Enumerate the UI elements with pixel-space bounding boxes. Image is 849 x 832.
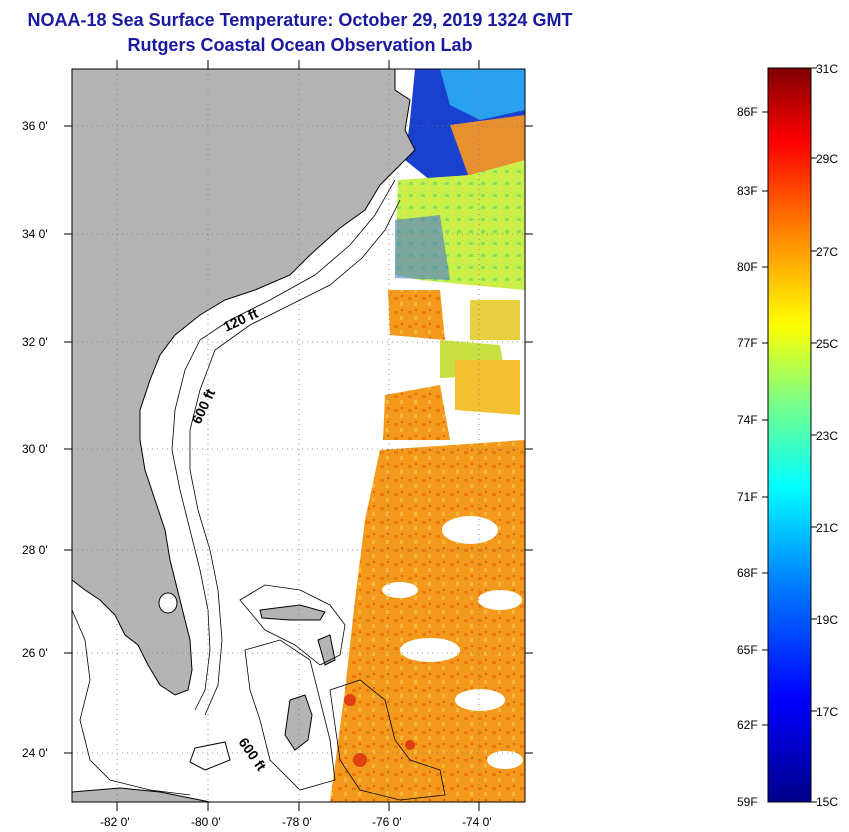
bathymetry-contours (72, 179, 446, 801)
f-label: 65F (737, 643, 758, 657)
temperature-colorbar (767, 67, 812, 803)
f-label: 86F (737, 105, 758, 119)
c-label: 25C (816, 337, 838, 351)
land (72, 69, 416, 802)
f-label: 71F (737, 490, 758, 504)
f-label: 59F (737, 795, 758, 809)
lat-label: 24 0' (22, 746, 48, 760)
f-label: 68F (737, 566, 758, 580)
lon-label: -76 0' (372, 815, 402, 829)
colorbar-celsius-labels: 31C 29C 27C 25C 23C 21C 19C 17C 15C (816, 62, 838, 809)
c-label: 17C (816, 705, 838, 719)
lon-label: -80 0' (191, 815, 221, 829)
map-title: NOAA-18 Sea Surface Temperature: October… (27, 10, 573, 30)
c-label: 29C (816, 152, 838, 166)
longitude-labels: -82 0' -80 0' -78 0' -76 0' -74 0' (100, 815, 492, 829)
lon-label: -74 0' (462, 815, 492, 829)
c-label: 19C (816, 613, 838, 627)
lat-label: 34 0' (22, 227, 48, 241)
f-label: 77F (737, 336, 758, 350)
colorbar-ticks (762, 67, 817, 803)
colorbar-fahrenheit-labels: 86F 83F 80F 77F 74F 71F 68F 65F 62F 59F (737, 105, 758, 809)
c-label: 27C (816, 245, 838, 259)
f-label: 83F (737, 184, 758, 198)
c-label: 21C (816, 521, 838, 535)
sst-swath (330, 69, 525, 802)
axis-ticks (64, 60, 533, 811)
c-label: 23C (816, 429, 838, 443)
f-label: 62F (737, 718, 758, 732)
latitude-labels: 36 0' 34 0' 32 0' 30 0' 28 0' 26 0' 24 0… (22, 119, 48, 760)
lat-label: 28 0' (22, 543, 48, 557)
c-label: 15C (816, 795, 838, 809)
c-label: 31C (816, 62, 838, 76)
f-label: 80F (737, 260, 758, 274)
lat-label: 30 0' (22, 442, 48, 456)
lat-label: 32 0' (22, 335, 48, 349)
graticule (72, 69, 525, 802)
lat-label: 36 0' (22, 119, 48, 133)
lon-label: -78 0' (282, 815, 312, 829)
map-subtitle: Rutgers Coastal Ocean Observation Lab (127, 35, 473, 55)
lon-label: -82 0' (100, 815, 130, 829)
lat-label: 26 0' (22, 646, 48, 660)
f-label: 74F (737, 413, 758, 427)
